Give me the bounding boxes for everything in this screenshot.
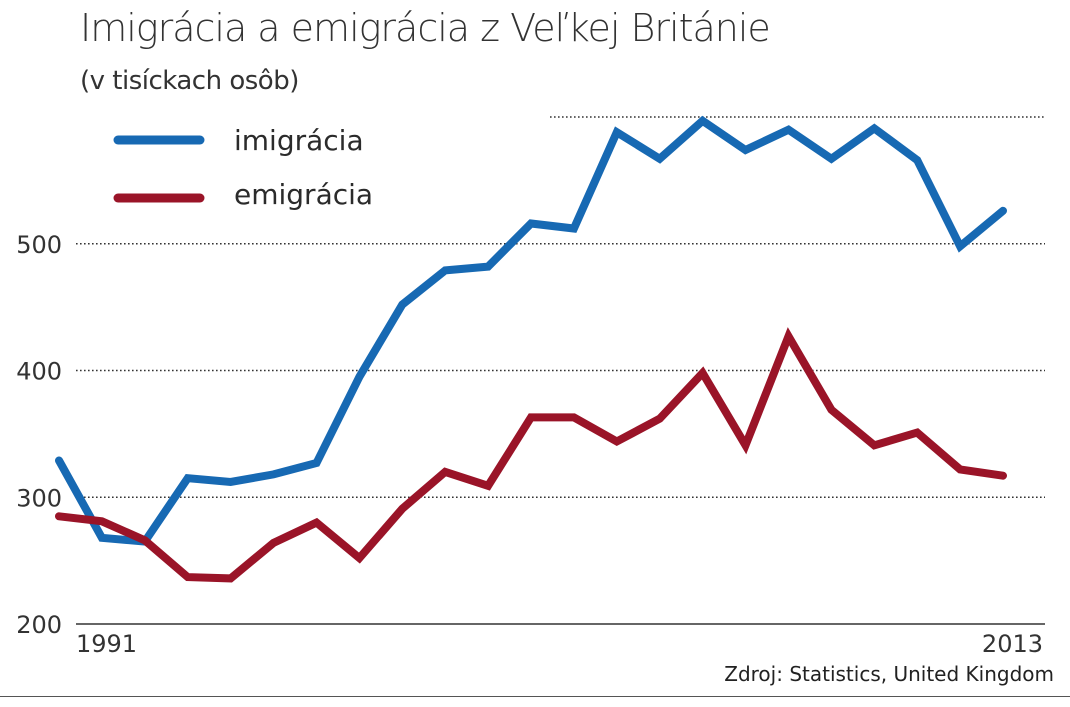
x-tick-label-end: 2013 bbox=[982, 630, 1043, 658]
gridlines bbox=[76, 116, 1045, 499]
y-tick-label-300: 300 bbox=[16, 484, 62, 512]
bottom-divider bbox=[0, 696, 1070, 697]
chart-title: Imigrácia a emigrácia z Veľkej Británie bbox=[80, 6, 771, 50]
legend-label-emigracia: emigrácia bbox=[234, 178, 373, 211]
series-line-imigracia bbox=[55, 115, 1007, 546]
legend-label-imigracia: imigrácia bbox=[234, 124, 364, 157]
legend: imigrácia emigrácia bbox=[113, 124, 373, 211]
x-tick-label-start: 1991 bbox=[76, 630, 137, 658]
source-note: Zdroj: Statistics, United Kingdom bbox=[724, 662, 1054, 686]
y-tick-label-200: 200 bbox=[16, 611, 62, 639]
series-line-emigracia bbox=[55, 327, 1007, 583]
chart-subtitle: (v tisíckach osôb) bbox=[80, 66, 299, 96]
axes: 200 300 400 500 1991 2013 bbox=[16, 231, 1045, 658]
y-tick-label-400: 400 bbox=[16, 358, 62, 386]
y-tick-label-500: 500 bbox=[16, 231, 62, 259]
series bbox=[55, 115, 1007, 583]
